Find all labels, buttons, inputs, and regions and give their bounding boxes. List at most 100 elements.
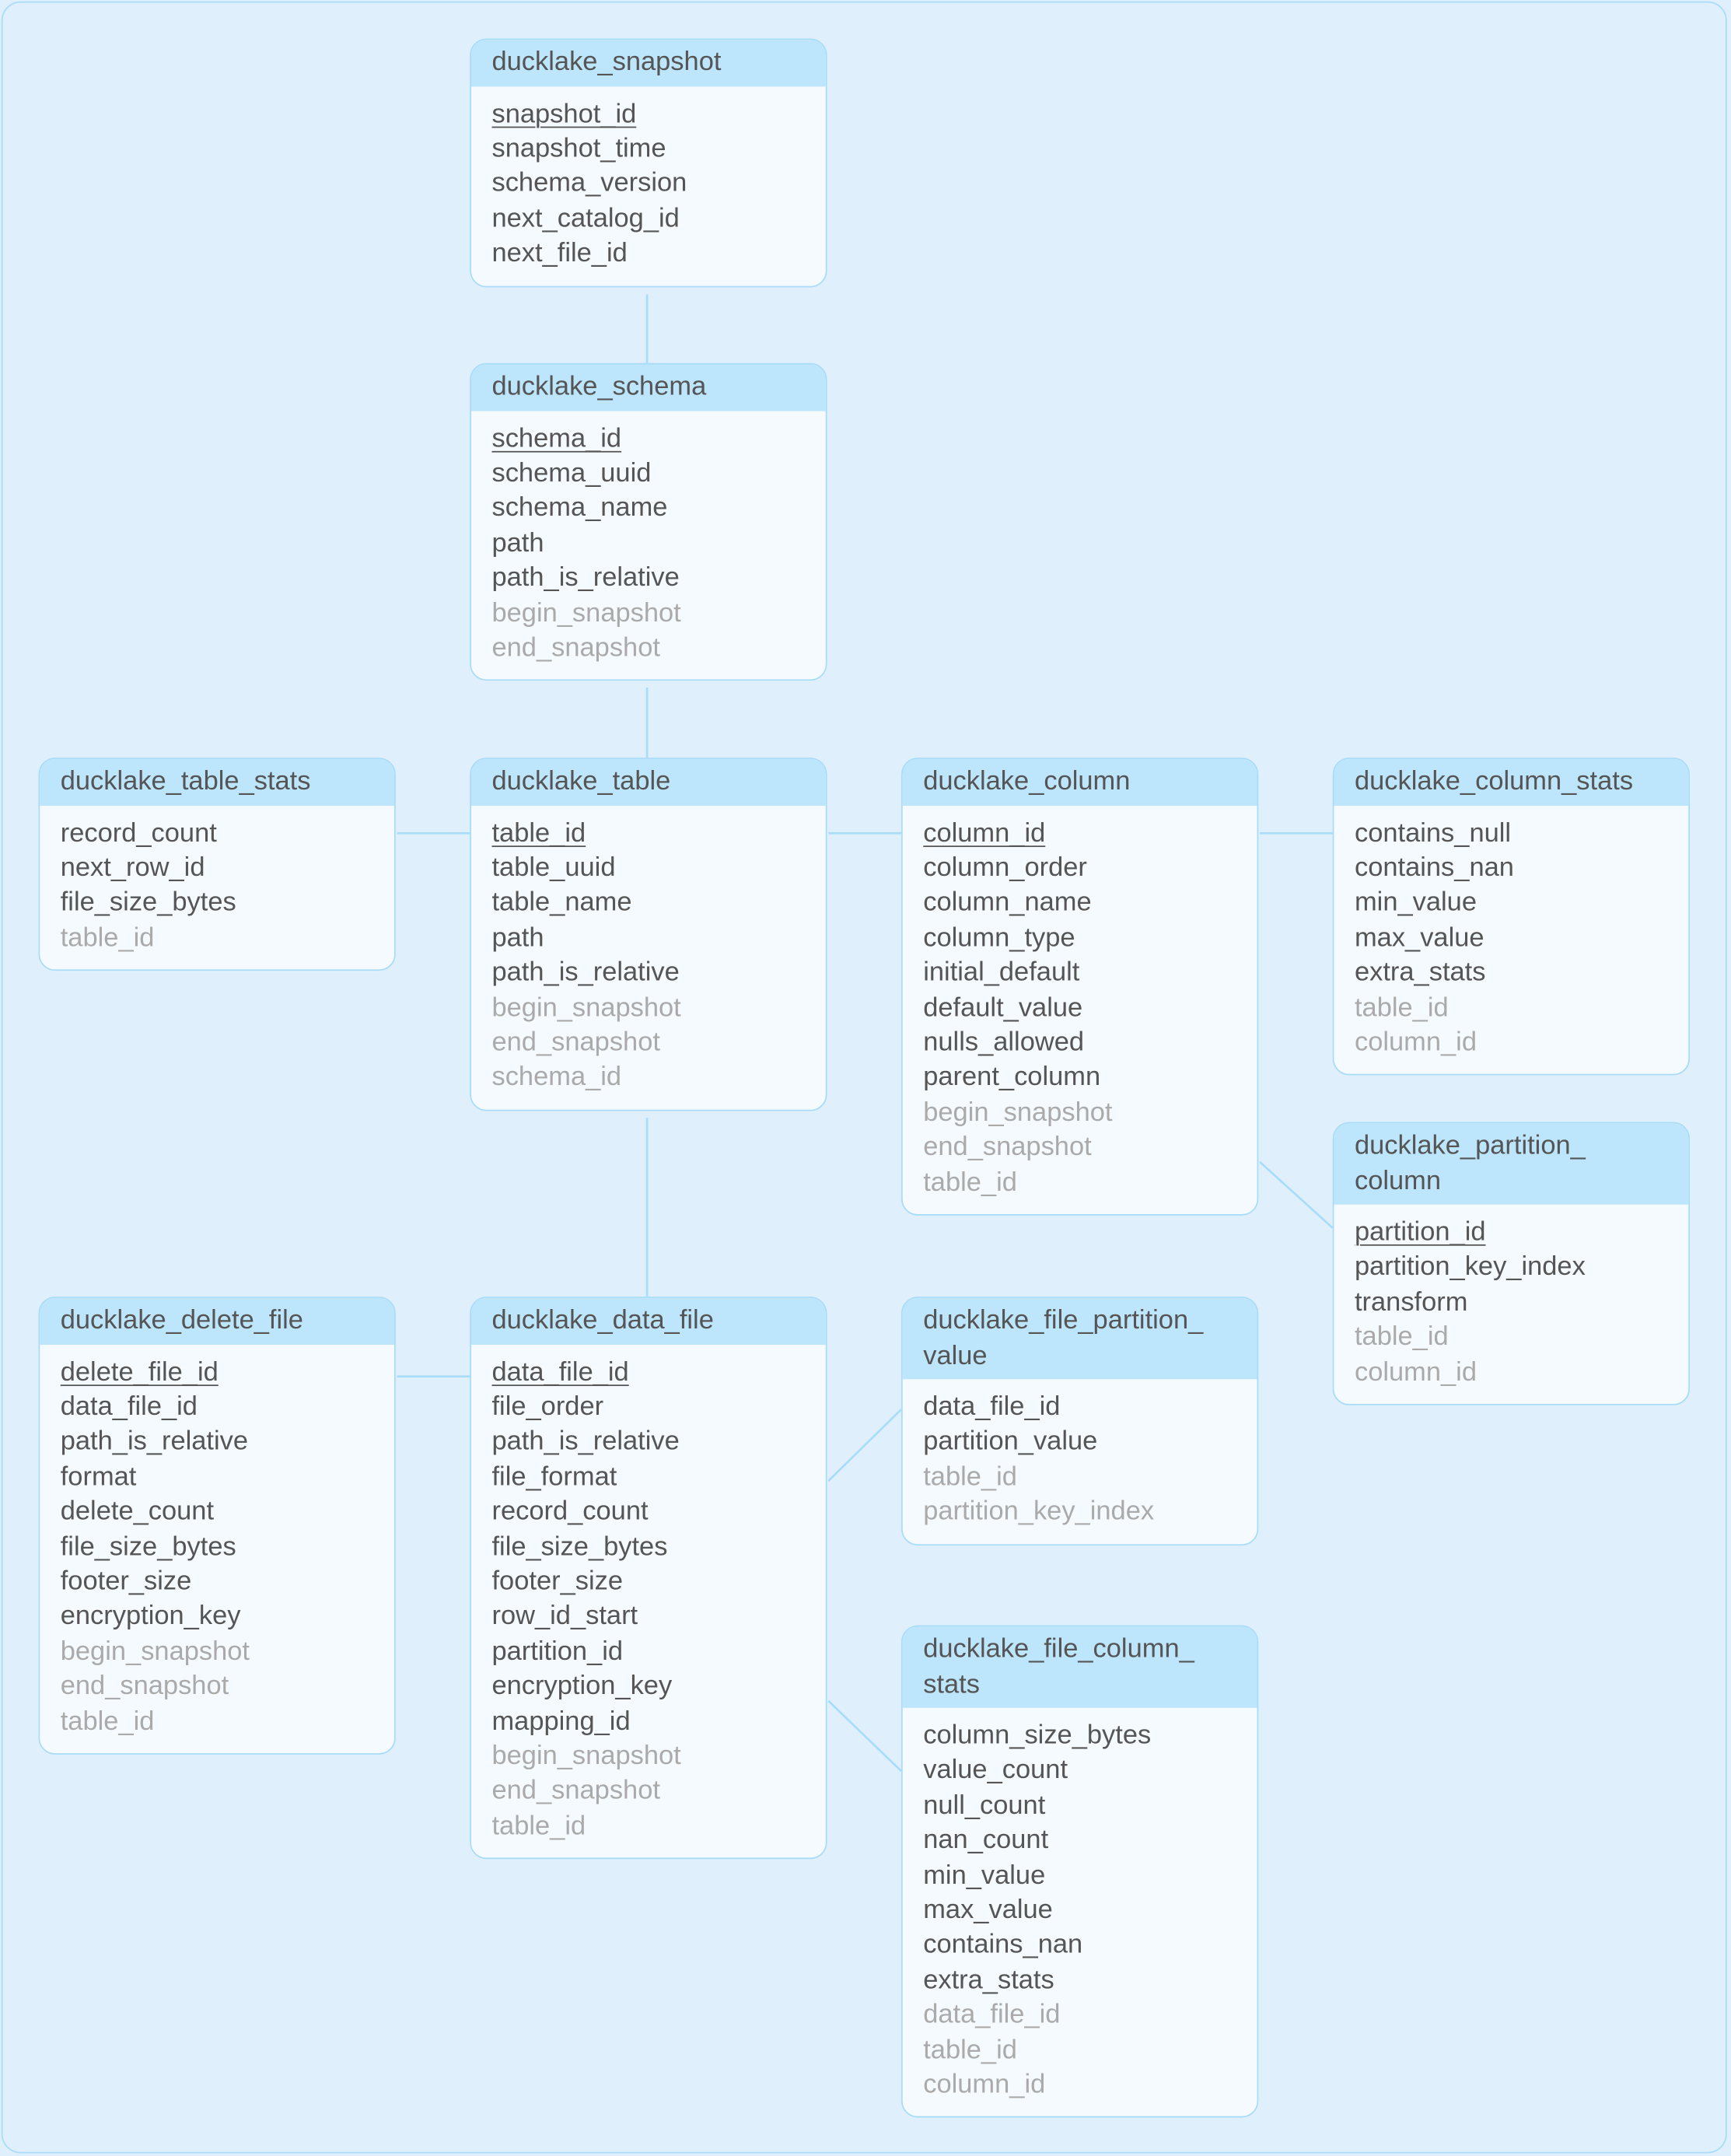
primary-key-field: snapshot_id [491,98,637,129]
table-title: ducklake_data_file [470,1297,826,1345]
field: path [491,922,544,953]
field: file_order [491,1391,604,1422]
column-list: contains_null contains_nan min_value max_va… [1334,805,1688,1074]
foreign-key-field: column_id [1354,1356,1477,1388]
field: parent_column [923,1062,1101,1093]
table-file-partition-value: ducklake_file_partition_ value data_file_… [900,1297,1259,1545]
field: table_uuid [491,852,616,883]
field: nan_count [923,1825,1049,1856]
field: max_value [923,1895,1053,1926]
field: format [60,1461,137,1492]
field: column_name [923,887,1092,918]
table-title: ducklake_file_column_ stats [902,1626,1257,1708]
foreign-key-field: begin_snapshot [923,1097,1113,1128]
field: nulls_allowed [923,1027,1085,1058]
table-title: ducklake_column [902,758,1257,806]
foreign-key-field: end_snapshot [923,1132,1092,1163]
primary-key-field: data_file_id [491,1356,629,1387]
field: file_size_bytes [60,887,236,918]
foreign-key-field: table_id [1354,1321,1449,1353]
field: max_value [1354,922,1484,953]
field: contains_nan [923,1930,1083,1961]
table-title: ducklake_file_partition_ value [902,1297,1257,1380]
primary-key-field: partition_id [1354,1216,1486,1248]
field: schema_name [491,492,668,523]
field: column_type [923,922,1075,953]
field: file_size_bytes [491,1531,668,1562]
column-list: schema_id schema_uuid schema_name path path_… [471,411,826,680]
foreign-key-field: partition_key_index [923,1496,1155,1527]
foreign-key-field: table_id [1354,992,1449,1023]
foreign-key-field: column_id [1354,1027,1477,1058]
field: record_count [60,817,217,848]
foreign-key-field: table_id [923,1461,1017,1492]
foreign-key-field: schema_id [491,1062,622,1093]
table-table: ducklake_table table_id table_uuid table_na… [470,758,827,1111]
field: null_count [923,1790,1046,1821]
field: next_catalog_id [491,203,680,234]
foreign-key-field: table_id [923,2034,1017,2065]
foreign-key-field: end_snapshot [491,1776,660,1806]
foreign-key-field: begin_snapshot [491,597,681,628]
foreign-key-field: begin_snapshot [491,992,681,1023]
table-title: ducklake_column_stats [1334,758,1689,806]
table-partition-column: ducklake_partition_ column partition_id pa… [1332,1122,1691,1405]
table-title: ducklake_partition_ column [1334,1123,1689,1205]
primary-key-field: schema_id [491,422,622,453]
table-data-file: ducklake_data_file data_file_id file_order… [470,1297,827,1860]
field: encryption_key [491,1671,673,1702]
field: extra_stats [1354,957,1486,988]
relation-column-partition_column [1259,1160,1334,1229]
field: path_is_relative [60,1426,249,1457]
field: min_value [923,1860,1046,1891]
foreign-key-field: table_id [60,922,155,953]
field: column_size_bytes [923,1720,1152,1751]
table-title: ducklake_table_stats [40,758,395,806]
foreign-key-field: data_file_id [923,1999,1061,2030]
field: file_format [491,1461,617,1492]
field: next_row_id [60,852,205,883]
field: encryption_key [60,1601,241,1632]
field: path_is_relative [491,562,680,593]
primary-key-field: delete_file_id [60,1356,219,1387]
field: path_is_relative [491,957,680,988]
table-title: ducklake_snapshot [470,40,826,86]
foreign-key-field: end_snapshot [491,632,660,663]
column-list: data_file_id partition_value table_id parti… [903,1379,1257,1543]
primary-key-field: table_id [491,817,586,848]
field: extra_stats [923,1965,1054,1995]
field: path [491,527,544,558]
field: partition_key_index [1354,1251,1586,1283]
relation-data_file-file_partition_value [827,1409,902,1482]
field: record_count [491,1496,649,1527]
field: partition_id [491,1636,624,1667]
field: partition_value [923,1426,1098,1457]
foreign-key-field: end_snapshot [491,1027,660,1058]
field: schema_version [491,168,687,199]
column-list: snapshot_id snapshot_time schema_version ne… [471,86,826,285]
table-title: ducklake_table [470,758,826,806]
foreign-key-field: begin_snapshot [491,1741,681,1771]
column-list: column_id column_order column_name column_t… [903,805,1257,1214]
field: delete_count [60,1496,215,1527]
table-table-stats: ducklake_table_stats record_count next_row… [38,758,396,971]
table-snapshot: ducklake_snapshot snapshot_id snapshot_tim… [470,38,827,287]
column-list: partition_id partition_key_index transform… [1334,1205,1688,1404]
table-title: ducklake_schema [470,364,826,411]
table-title: ducklake_delete_file [40,1297,395,1345]
field: column_order [923,852,1087,883]
field: table_name [491,887,632,918]
field: value_count [923,1755,1068,1786]
table-column-stats: ducklake_column_stats contains_null contai… [1332,758,1691,1076]
field: mapping_id [491,1706,631,1737]
foreign-key-field: table_id [60,1706,155,1737]
field: min_value [1354,887,1477,918]
column-list: data_file_id file_order path_is_relative fi… [471,1344,826,1858]
foreign-key-field: table_id [923,1167,1017,1198]
